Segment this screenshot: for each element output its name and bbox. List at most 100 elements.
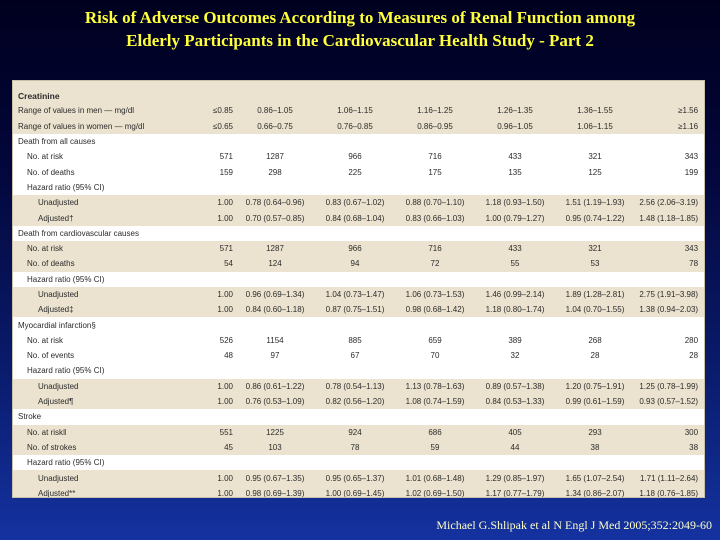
table-cell: 716 [395, 149, 475, 165]
table-cell [198, 409, 235, 425]
table-cell: 0.84 (0.68–1.04) [315, 210, 395, 226]
table-cell: 0.78 (0.64–0.96) [235, 195, 315, 211]
table-cell: 28 [555, 348, 635, 364]
table-cell: 0.96–1.05 [475, 118, 555, 134]
table-cell [635, 179, 704, 196]
table-cell [635, 455, 704, 471]
table-cell: 1.34 (0.86–2.07) [555, 485, 635, 497]
table-cell: 405 [475, 424, 555, 440]
row-label: No. of strokes [13, 439, 198, 456]
table-cell [395, 271, 475, 287]
table-header-label: Creatinine [13, 88, 704, 104]
table-top-band [13, 81, 704, 88]
table-cell: 78 [315, 439, 395, 456]
table-row: No. at risk 571 1287 966 716 433 321 343 [13, 240, 704, 257]
table-cell: 526 [198, 332, 235, 349]
row-label: Unadjusted [13, 470, 198, 486]
table-cell: 55 [475, 256, 555, 272]
table-cell: 0.82 (0.56–1.20) [315, 393, 395, 410]
table-cell: 885 [315, 332, 395, 349]
table-cell: 571 [198, 149, 235, 165]
table-cell [198, 225, 235, 241]
table-cell [235, 409, 315, 425]
table-cell: 1.04 (0.70–1.55) [555, 302, 635, 318]
table-cell: 94 [315, 256, 395, 272]
table-cell [315, 179, 395, 196]
table-cell: 0.87 (0.75–1.51) [315, 302, 395, 318]
table-cell: 433 [475, 149, 555, 165]
table-cell: 1287 [235, 240, 315, 257]
table-cell: 2.75 (1.91–3.98) [635, 286, 704, 303]
table-cell: 389 [475, 332, 555, 349]
table-cell: 0.84 (0.53–1.33) [475, 393, 555, 410]
table-cell: 0.83 (0.66–1.03) [395, 210, 475, 226]
table-cell: 0.88 (0.70–1.10) [395, 195, 475, 211]
table-cell: ≥1.56 [635, 103, 704, 119]
table-row: No. of deaths 159 298 225 175 135 125 199 [13, 164, 704, 180]
table-row: Unadjusted 1.00 0.95 (0.67–1.35) 0.95 (0.65… [13, 470, 704, 486]
table-cell: 1.18 (0.80–1.74) [475, 302, 555, 318]
table-cell: 966 [315, 240, 395, 257]
table-cell: 54 [198, 256, 235, 272]
row-label: No. at risk [13, 149, 198, 165]
table-cell: 321 [555, 240, 635, 257]
table-row: Hazard ratio (95% CI) [13, 179, 704, 196]
table-cell: 1.65 (1.07–2.54) [555, 470, 635, 486]
table-cell [235, 133, 315, 150]
table-cell: 135 [475, 164, 555, 180]
table-cell: 298 [235, 164, 315, 180]
citation: Michael G.Shlipak et al N Engl J Med 200… [436, 518, 712, 532]
table-cell: 97 [235, 348, 315, 364]
table-cell [395, 409, 475, 425]
row-label: Unadjusted [13, 195, 198, 211]
table-cell: 0.83 (0.67–1.02) [315, 195, 395, 211]
table-cell: 0.89 (0.57–1.38) [475, 378, 555, 394]
table-cell: 1.16–1.25 [395, 103, 475, 119]
table-cell: 1.00 [198, 378, 235, 394]
table-cell: 32 [475, 348, 555, 364]
table-cell: 1.06–1.15 [315, 103, 395, 119]
table-cell [235, 271, 315, 287]
table-row: Range of values in men — mg/dl ≤0.85 0.86–… [13, 103, 704, 119]
table-cell: 103 [235, 439, 315, 456]
table-row: Unadjusted 1.00 0.96 (0.69–1.34) 1.04 (0.73… [13, 286, 704, 303]
table-cell: 1.06–1.15 [555, 118, 635, 134]
table-cell: 59 [395, 439, 475, 456]
table-cell: 38 [635, 439, 704, 456]
table-cell [395, 133, 475, 150]
table-cell [395, 455, 475, 471]
table-cell: 0.84 (0.60–1.18) [235, 302, 315, 318]
table-cell [555, 455, 635, 471]
table-row: No. of strokes 45 103 78 59 44 38 38 [13, 439, 704, 456]
table-cell: 1.51 (1.19–1.93) [555, 195, 635, 211]
table-cell: 44 [475, 439, 555, 456]
table-cell [395, 317, 475, 333]
row-label: Range of values in women — mg/dl [13, 118, 198, 134]
table-cell: 1.38 (0.94–2.03) [635, 302, 704, 318]
slide-title: Risk of Adverse Outcomes According to Me… [0, 6, 720, 52]
table-cell: 1.00 [198, 210, 235, 226]
row-label: Hazard ratio (95% CI) [13, 455, 198, 471]
table-cell: 1.20 (0.75–1.91) [555, 378, 635, 394]
slide-title-line2: Elderly Participants in the Cardiovascul… [126, 31, 594, 50]
table-cell [635, 363, 704, 379]
table-cell: 70 [395, 348, 475, 364]
row-label: Adjusted** [13, 485, 198, 497]
table-cell [555, 317, 635, 333]
table-cell: 199 [635, 164, 704, 180]
table-cell: 0.70 (0.57–0.85) [235, 210, 315, 226]
table-cell [198, 179, 235, 196]
table-cell: 1.36–1.55 [555, 103, 635, 119]
row-label: No. at risk‖ [13, 424, 198, 440]
table-cell: 0.98 (0.68–1.42) [395, 302, 475, 318]
table-row: Death from all causes [13, 133, 704, 150]
table-cell: 78 [635, 256, 704, 272]
table-cell: 0.95 (0.65–1.37) [315, 470, 395, 486]
table-cell: 124 [235, 256, 315, 272]
table-cell: 280 [635, 332, 704, 349]
table-cell: 0.98 (0.69–1.39) [235, 485, 315, 497]
table-cell [475, 317, 555, 333]
table-cell [555, 225, 635, 241]
table-cell [555, 363, 635, 379]
table-row: Range of values in women — mg/dl ≤0.65 0.6… [13, 118, 704, 134]
